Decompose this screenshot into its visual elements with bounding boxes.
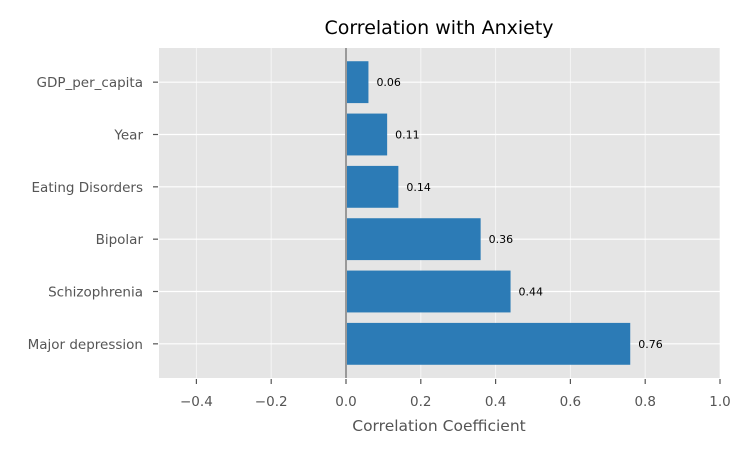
data-label: 0.06 (376, 76, 401, 89)
data-label: 0.14 (406, 181, 431, 194)
y-tick-label: Year (113, 128, 143, 144)
y-tick-label: Bipolar (96, 232, 144, 248)
x-axis-label: Correlation Coefficient (352, 417, 526, 435)
y-tick-label: Major depression (28, 337, 143, 353)
x-tick-label: 0.6 (560, 394, 581, 410)
bar (346, 61, 369, 104)
data-label: 0.36 (489, 233, 514, 246)
chart-title: Correlation with Anxiety (324, 17, 553, 39)
bar (346, 322, 631, 365)
bar (346, 113, 388, 156)
x-tick-label: −0.4 (180, 394, 213, 410)
y-tick-label: Schizophrenia (48, 285, 143, 301)
x-tick-label: 0.8 (634, 394, 655, 410)
x-tick-label: 0.4 (485, 394, 506, 410)
data-label: 0.76 (638, 338, 663, 351)
bar (346, 218, 481, 261)
x-tick-label: 0.2 (410, 394, 431, 410)
x-tick-label: 1.0 (709, 394, 730, 410)
bars: 0.76 0.44 0.36 0.14 0.11 0.06 (346, 61, 663, 365)
bar (346, 270, 511, 313)
axis-ticks: Major depression Schizophrenia Bipolar Eati… (28, 75, 731, 410)
y-tick-label: Eating Disorders (32, 180, 143, 196)
data-label: 0.11 (395, 129, 420, 142)
bar (346, 165, 399, 208)
data-label: 0.44 (519, 286, 544, 299)
x-tick-label: −0.2 (255, 394, 288, 410)
y-tick-label: GDP_per_capita (36, 75, 143, 91)
x-tick-label: 0.0 (335, 394, 356, 410)
